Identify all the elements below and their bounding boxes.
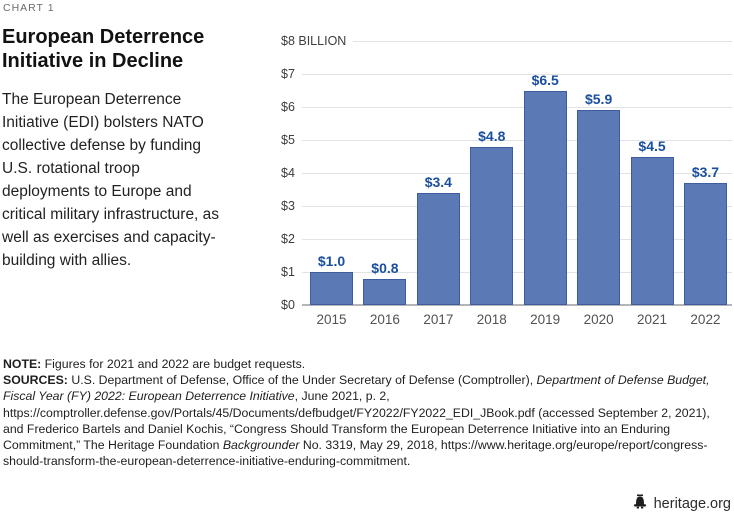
gridline (301, 106, 732, 108)
bar (363, 278, 407, 305)
x-tick-label: 2021 (637, 312, 668, 327)
bar-value-label: $1.0 (317, 253, 346, 269)
plot-area: $8 BILLION $7 $6 $5 $4 $3 $2 $1 $0 $1.0 $0.8 $3.4 $… (281, 34, 732, 312)
sources-line: SOURCES: U.S. Department of Defense, Off… (3, 373, 710, 469)
bar-value-label: $4.8 (478, 127, 506, 144)
y-tick-label: $1 (281, 265, 295, 279)
x-tick-label: 2019 (530, 312, 561, 327)
bar-column: $1.0 (310, 253, 353, 305)
bar-column: $5.9 (577, 91, 621, 305)
x-tick-label: 2022 (690, 312, 721, 327)
y-tick-label: $4 (281, 166, 295, 180)
chart-title: European Deterrence Initiative in Declin… (2, 26, 205, 72)
bar-column: $3.4 (416, 173, 460, 305)
gridline (301, 73, 732, 75)
grid-row: $8 BILLION (281, 34, 732, 48)
gridline (353, 40, 732, 42)
grid-row: $5 (281, 133, 732, 147)
left-column: European Deterrence Initiative in Declin… (2, 26, 264, 273)
x-tick-label: 2018 (476, 312, 507, 327)
bar-value-label: $6.5 (531, 71, 559, 88)
bar (310, 272, 353, 305)
bar-column: $3.7 (683, 163, 727, 305)
y-tick-label: $6 (281, 100, 295, 114)
gridline (301, 304, 732, 306)
bar-value-label: $3.7 (691, 163, 720, 180)
bar (577, 110, 621, 305)
grid-row: $6 (281, 100, 732, 114)
gridline (301, 172, 732, 174)
grid-row: $3 (281, 199, 732, 213)
bar-column: $0.8 (363, 259, 407, 305)
x-tick-label: 2020 (583, 312, 614, 327)
footer: heritage.org (632, 494, 731, 514)
y-tick-label: $8 BILLION (281, 34, 347, 48)
chart-description: The European Deterrence Initiative (EDI)… (2, 91, 220, 269)
bar-column: $6.5 (523, 71, 567, 305)
x-tick-label: 2017 (423, 312, 454, 327)
grid-row: $0 (281, 298, 732, 312)
liberty-bell-icon (632, 494, 648, 514)
gridline (301, 271, 732, 273)
bar-value-label: $0.8 (371, 259, 399, 276)
bar-value-label: $3.4 (424, 173, 452, 190)
site-url: heritage.org (653, 496, 731, 512)
chart-kicker: CHART 1 (3, 2, 55, 14)
bar (630, 156, 674, 305)
bar (470, 146, 514, 305)
bar-chart: $8 BILLION $7 $6 $5 $4 $3 $2 $1 $0 $1.0 $0.8 $3.4 $… (281, 30, 732, 327)
bar-value-label: $4.5 (638, 137, 666, 154)
gridline (301, 139, 732, 141)
grid-row: $1 (281, 265, 732, 279)
notes-block: NOTE: Figures for 2021 and 2022 are budg… (3, 356, 732, 469)
y-tick-label: $5 (281, 133, 295, 147)
y-tick-label: $7 (281, 67, 295, 81)
bars-container: $1.0 $0.8 $3.4 $4.8 $6.5 $5.9 $4.5 $3.7 (310, 41, 727, 305)
y-tick-label: $0 (281, 298, 295, 312)
grid-row: $7 (281, 67, 732, 81)
note-line: NOTE: Figures for 2021 and 2022 are budg… (3, 357, 306, 371)
bar-value-label: $5.9 (584, 91, 613, 108)
y-tick-label: $2 (281, 232, 295, 246)
gridline (301, 238, 732, 240)
x-axis: 2015 2016 2017 2018 2019 2020 2021 2022 (310, 312, 727, 327)
gridline (301, 205, 732, 207)
bar (523, 90, 567, 305)
grid-row: $4 (281, 166, 732, 180)
bar-column: $4.8 (470, 127, 514, 305)
bar (416, 192, 460, 305)
y-tick-label: $3 (281, 199, 295, 213)
bar-column: $4.5 (630, 137, 674, 305)
bar (683, 182, 727, 305)
grid-row: $2 (281, 232, 732, 246)
x-tick-label: 2015 (316, 312, 347, 327)
x-tick-label: 2016 (369, 312, 400, 327)
